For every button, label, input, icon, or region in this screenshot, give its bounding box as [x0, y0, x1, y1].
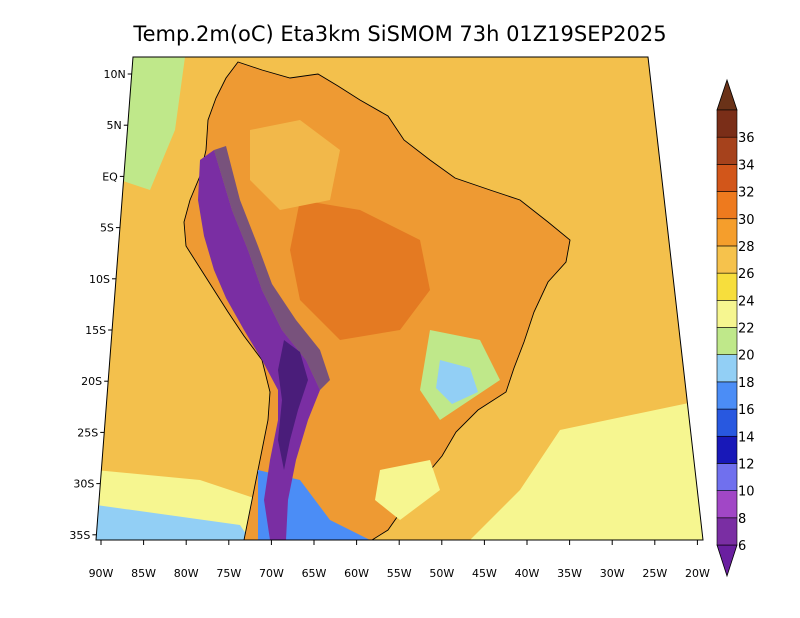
colorbar-level-label: 14: [738, 430, 755, 445]
map-title: Temp.2m(oC) Eta3km SiSMOM 73h 01Z19SEP20…: [132, 22, 666, 46]
lon-tick-label: 60W: [344, 567, 369, 580]
colorbar-level-label: 12: [738, 457, 755, 472]
lat-tick-label: 5S: [100, 222, 114, 235]
colorbar-level-label: 34: [738, 158, 755, 173]
lon-tick-label: 45W: [472, 567, 497, 580]
colorbar-level-label: 32: [738, 186, 755, 201]
lat-tick-label: 25S: [77, 426, 98, 439]
colorbar-upper-arrow: [716, 78, 738, 111]
colorbar-swatch: [716, 327, 738, 355]
lon-tick-label: 90W: [89, 567, 114, 580]
lat-tick-label: 5N: [107, 119, 122, 132]
lon-tick-label: 75W: [216, 567, 241, 580]
latitude-axis: 10N 5N EQ 5S 10S 15S 20S 25S 30S 35S: [69, 68, 132, 542]
colorbar-swatch: [716, 164, 738, 192]
lat-tick-label: 15S: [85, 324, 106, 337]
andes-fringe: [214, 146, 330, 390]
colorbar-swatch: [716, 354, 738, 383]
colorbar-swatch: [716, 272, 738, 301]
andes-core: [278, 340, 308, 470]
longitude-axis: 90W 85W 80W 75W 70W 65W 60W 55W 50W 45W 40W 35W 30W 2…: [89, 540, 710, 580]
colorbar-swatch: [716, 109, 738, 138]
colorbar-swatch: [716, 463, 738, 491]
colorbar-level-label: 18: [738, 376, 755, 391]
colorbar-level-label: 36: [738, 131, 755, 146]
colorbar-swatch: [716, 191, 738, 220]
lat-tick-label: EQ: [102, 170, 118, 183]
colorbar-swatch: [716, 300, 738, 328]
lat-tick-label: 30S: [73, 478, 94, 491]
north-pacific-cool-ocean: [120, 57, 185, 190]
colorbar-level-label: 30: [738, 213, 755, 228]
colorbar-swatch: [716, 136, 738, 165]
colorbar-level-label: 16: [738, 403, 755, 418]
colorbar-level-label: 26: [738, 267, 755, 282]
colorbar-level-label: 20: [738, 349, 755, 364]
lon-tick-label: 55W: [387, 567, 412, 580]
lon-tick-label: 80W: [174, 567, 199, 580]
lat-tick-label: 10S: [89, 273, 110, 286]
colorbar-level-label: 22: [738, 322, 755, 337]
lat-tick-label: 10N: [103, 68, 125, 81]
colorbar-swatch: [716, 381, 738, 410]
lon-tick-label: 20W: [685, 567, 710, 580]
southern-brazil-cool: [375, 460, 440, 520]
colorbar-swatch: [716, 408, 738, 437]
lon-tick-label: 25W: [642, 567, 667, 580]
southeast-cool-ocean: [470, 400, 703, 540]
warm-amazon-patches: [250, 120, 340, 210]
colorbar-level-label: 24: [738, 294, 755, 309]
colorbar-swatch: [716, 245, 738, 274]
colorbar-level-label: 6: [738, 539, 746, 554]
colorbar-swatch: [716, 218, 738, 247]
lat-tick-label: 20S: [81, 375, 102, 388]
lon-tick-label: 50W: [429, 567, 454, 580]
south-pacific-cold-strip: [96, 505, 250, 540]
colorbar-swatch: [716, 435, 738, 464]
lon-tick-label: 35W: [557, 567, 582, 580]
cool-highlands-se-core: [436, 360, 478, 404]
lat-tick-label: 35S: [69, 529, 90, 542]
colorbar-level-label: 8: [738, 512, 746, 527]
lon-tick-label: 85W: [131, 567, 156, 580]
lon-tick-label: 65W: [302, 567, 327, 580]
lon-tick-label: 40W: [515, 567, 540, 580]
map-panel: [95, 56, 704, 541]
temperature-colorbar: 6 8 10 12 14 16 18 20 22 24 26 28 30 32 34 36: [716, 78, 755, 578]
lon-tick-label: 70W: [259, 567, 284, 580]
map-frame: [95, 56, 704, 541]
colorbar-level-label: 28: [738, 240, 755, 255]
colorbar-level-label: 10: [738, 485, 755, 500]
colorbar-lower-arrow: [716, 544, 738, 578]
colorbar-swatch: [716, 517, 738, 546]
hot-interior-region: [290, 200, 430, 340]
lon-tick-label: 30W: [600, 567, 625, 580]
colorbar-swatch: [716, 490, 738, 519]
